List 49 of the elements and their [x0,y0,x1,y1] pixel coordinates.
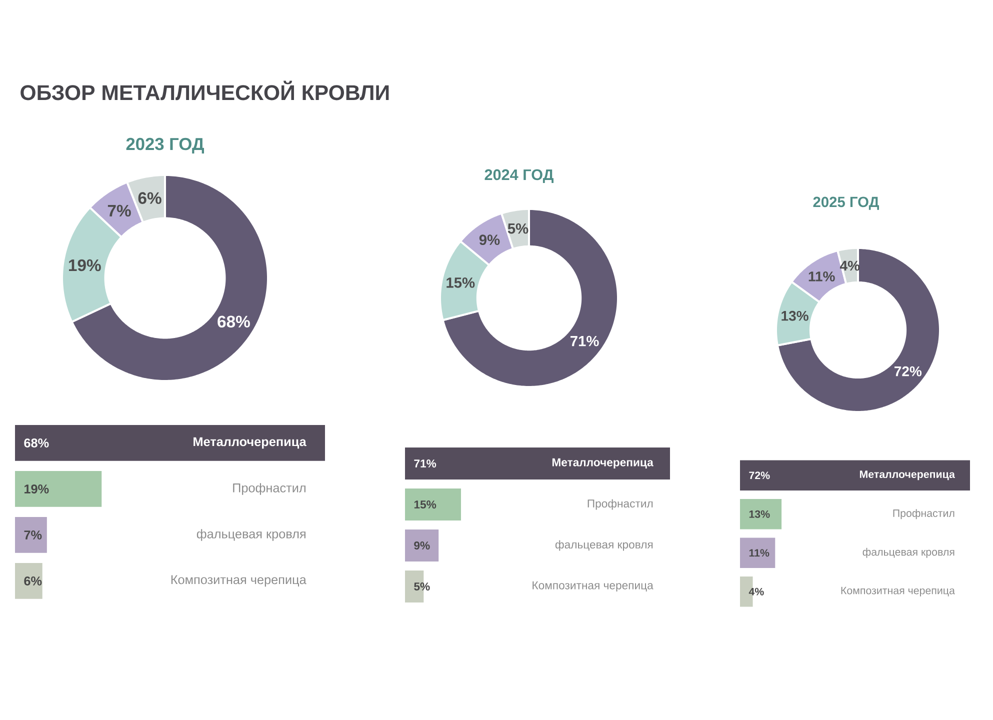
y-tick-label: фальцевая кровля [862,548,954,558]
y-tick-label: Композитная черепица [841,586,955,596]
data-label: 11% [749,549,770,557]
y-tick-label: Профнастил [893,509,954,520]
data-label: 72% [749,472,770,480]
y-tick-label: фальцевая кровля [555,540,653,551]
y-tick-label: Профнастил [588,499,653,510]
data-label: 5% [414,582,430,590]
data-label: 4% [748,588,764,596]
data-label: 6% [138,192,162,204]
data-label: 5% [508,223,528,234]
bar [740,499,782,530]
y-tick-label: Металлочерепица [552,458,654,469]
bar [405,448,670,480]
y-tick-label: Композитная черепица [171,575,306,587]
data-label: 13% [782,310,808,321]
data-label: 72% [894,366,922,376]
data-label: 9% [479,234,500,246]
data-label: 6% [24,576,42,586]
bar [15,517,47,553]
y-tick-label: фальцевая кровля [196,529,306,541]
bar [405,488,461,520]
data-label: 9% [414,541,430,550]
chart-title: ОБЗОР МЕТАЛЛИЧЕСКОЙ КРОВЛИ [20,80,389,100]
data-label: 71% [414,460,436,468]
y-tick-label: Профнастил [233,483,306,495]
data-label: 13% [749,510,770,518]
data-label: 68% [24,438,49,448]
bar [405,530,439,562]
data-label: 7% [24,530,42,540]
data-label: 15% [446,277,475,288]
chart-title: 2025 ГОД [813,196,879,210]
bar [15,471,102,507]
data-label: 11% [808,272,835,282]
data-label: 15% [414,500,436,508]
data-label: 68% [218,316,250,328]
data-label: 19% [69,259,101,272]
bar [15,425,325,461]
data-label: 71% [570,336,599,346]
bar [15,563,42,599]
chart-subtitle: 2023 ГОД [126,138,204,154]
y-tick-label: Металлочерепица [194,437,306,449]
bar [740,538,776,568]
y-tick-label: Металлочерепица [860,470,955,480]
chart-title: 2024 ГОД [484,169,554,184]
data-label: 19% [24,484,49,494]
y-tick-label: Композитная черепица [532,581,654,592]
data-label: 7% [108,204,131,217]
bar [740,460,970,490]
